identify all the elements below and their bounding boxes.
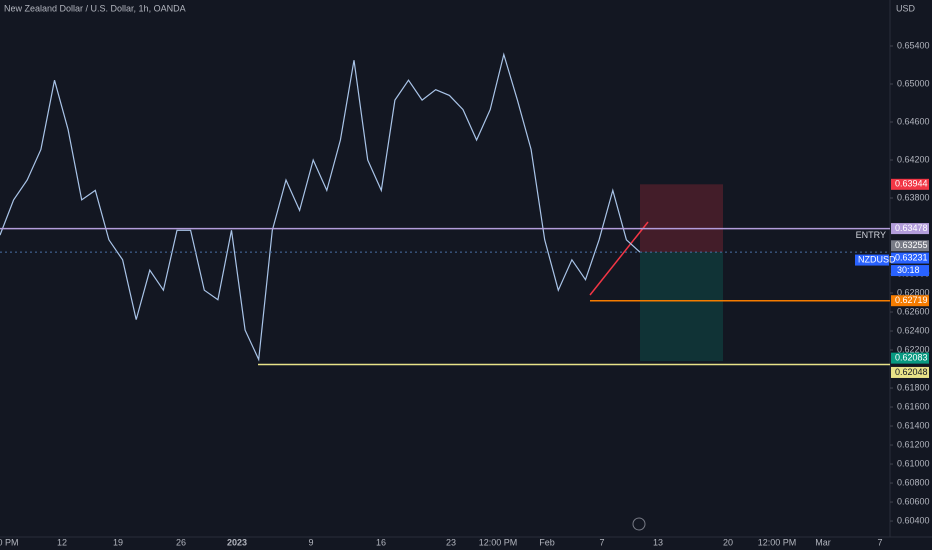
price-label-bg bbox=[891, 295, 929, 307]
x-tick-label: 26 bbox=[176, 537, 186, 547]
price-label-bg bbox=[891, 178, 929, 190]
x-tick-label: 7 bbox=[877, 537, 882, 547]
y-tick-label: 0.61400 bbox=[897, 420, 930, 430]
x-tick-label: Feb bbox=[539, 537, 555, 547]
symbol-bg bbox=[855, 254, 889, 266]
countdown-bg bbox=[891, 265, 929, 277]
symbol-label: NZDUSD bbox=[858, 254, 896, 264]
chart-title: New Zealand Dollar / U.S. Dollar, 1h, OA… bbox=[4, 3, 186, 13]
y-tick-label: 0.60600 bbox=[897, 496, 930, 506]
x-tick-label: 20 bbox=[723, 537, 733, 547]
price-label: 0.62048 bbox=[895, 367, 928, 377]
stop-zone bbox=[640, 184, 723, 253]
x-tick-label: 2023 bbox=[227, 537, 247, 547]
axis-unit: USD bbox=[896, 3, 916, 13]
x-tick-label: 23 bbox=[446, 537, 456, 547]
x-tick-label: 12:00 PM bbox=[479, 537, 518, 547]
y-tick-label: 0.60800 bbox=[897, 477, 930, 487]
y-tick-label: 0.60400 bbox=[897, 515, 930, 525]
price-label-bg bbox=[891, 366, 929, 378]
y-tick-label: 0.61600 bbox=[897, 401, 930, 411]
y-tick-label: 0.64600 bbox=[897, 116, 930, 126]
trend-line bbox=[589, 221, 649, 296]
x-tick-label: 16 bbox=[376, 537, 386, 547]
price-label-bg bbox=[891, 223, 929, 235]
y-tick-label: 0.61200 bbox=[897, 439, 930, 449]
price-label-bg bbox=[891, 252, 929, 264]
y-tick-label: 0.61800 bbox=[897, 382, 930, 392]
x-tick-label: 12 bbox=[57, 537, 67, 547]
price-label: 0.62719 bbox=[895, 295, 928, 305]
price-line bbox=[0, 52, 641, 362]
x-tick-label: 0 PM bbox=[0, 537, 19, 547]
lightning-icon[interactable] bbox=[632, 517, 646, 531]
price-label-bg bbox=[891, 240, 929, 252]
x-tick-label: 19 bbox=[113, 537, 123, 547]
y-tick-label: 0.61000 bbox=[897, 458, 930, 468]
y-tick-label: 0.62800 bbox=[897, 287, 930, 297]
y-tick-label: 0.65000 bbox=[897, 78, 930, 88]
y-tick-label: 0.64200 bbox=[897, 154, 930, 164]
y-tick-label: 0.65400 bbox=[897, 40, 930, 50]
x-tick-label: 7 bbox=[599, 537, 604, 547]
y-tick-label: 0.63800 bbox=[897, 192, 930, 202]
entry-label: ENTRY bbox=[856, 230, 886, 240]
x-tick-label: 12:00 PM bbox=[758, 537, 797, 547]
price-label: 0.63944 bbox=[895, 179, 928, 189]
y-tick-label: 0.62400 bbox=[897, 325, 930, 335]
x-tick-label: 9 bbox=[308, 537, 313, 547]
price-label: 0.63231 bbox=[895, 252, 928, 262]
price-label: 0.62083 bbox=[895, 353, 928, 363]
countdown: 30:18 bbox=[897, 265, 920, 275]
y-tick-label: 0.62600 bbox=[897, 306, 930, 316]
x-tick-label: 13 bbox=[653, 537, 663, 547]
price-label-bg bbox=[891, 352, 929, 364]
x-tick-label: Mar bbox=[815, 537, 831, 547]
price-label: 0.63255 bbox=[895, 240, 928, 250]
y-tick-label: 0.62200 bbox=[897, 344, 930, 354]
target-zone bbox=[640, 252, 723, 362]
price-label: 0.63478 bbox=[895, 223, 928, 233]
